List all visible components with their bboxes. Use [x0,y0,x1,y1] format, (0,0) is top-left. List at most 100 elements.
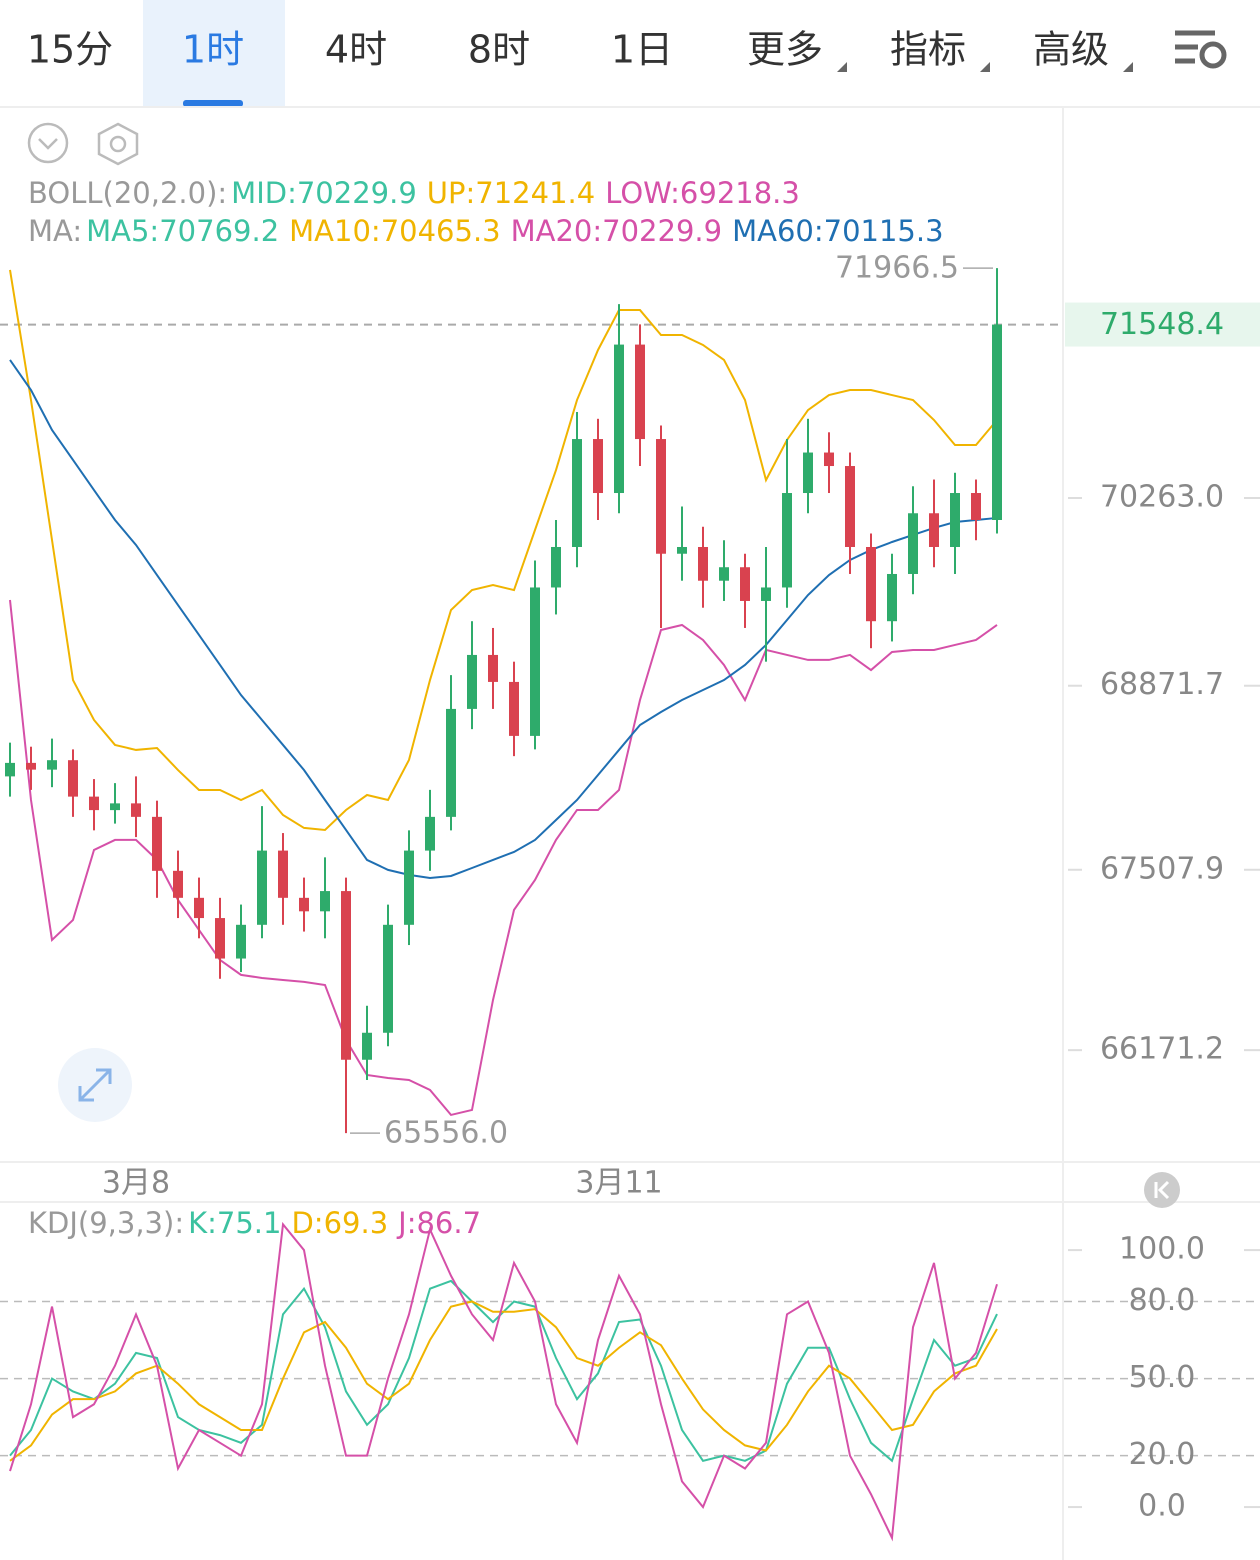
legend-value: 70465.3 [381,214,501,248]
y-tick-label: 67507.9 [1100,851,1224,886]
kdj-chart: 100.0 80.0 50.0 20.0 0.0 KDJ(9,3,3): K:75.1 D:6… [0,1206,1260,1542]
candle-body [236,924,246,959]
candle-body [551,546,561,588]
candle-body [299,897,309,912]
candle-body [740,567,750,601]
y-tick-label: 66171.2 [1100,1032,1224,1067]
settings-icon[interactable] [1175,30,1227,69]
candle-body [47,760,57,770]
scroll-end-icon [1154,1180,1170,1200]
indicator-legend: BOLL(20,2.0): MID:70229.9 UP:71241.4 LOW:69… [28,176,800,210]
last-price-tag [1065,302,1260,347]
y-tick-label: 80.0 [1129,1283,1196,1318]
main-chart: 70263.0 68871.7 67507.9 66171.2 71548.4 71966… [0,176,1260,1151]
kdj-legend: KDJ(9,3,3): K:75.1 D:69.3 J:86.7 [28,1206,481,1240]
legend-label: BOLL(20,2.0): [28,176,227,210]
x-tick-label: 3月8 [102,1166,170,1201]
toolbar: 15分 1时 4时 8时 1日 更多 指标 高级 [27,0,1133,107]
legend-name: MA60: [732,214,824,248]
y-tick-label: 0.0 [1138,1489,1186,1524]
legend-name: J: [396,1206,416,1240]
candle-body [992,324,1002,521]
legend-value: 69218.3 [680,176,800,210]
legend-value: 70229.9 [602,214,722,248]
dropdown-arrow [980,62,990,72]
tab[interactable]: 高级 [1033,28,1109,72]
legend-name: MA5: [86,214,159,248]
candle-body [656,439,666,554]
y-tick-label: 70263.0 [1100,480,1224,515]
max-label: 71966.5 [835,251,959,286]
candle-body [26,762,36,770]
candle-body [698,546,708,581]
legend-name: MA20: [511,214,603,248]
tab[interactable]: 指标 [890,28,966,72]
candle-body [383,924,393,1033]
legend-value: 86.7 [416,1206,481,1240]
candle-body [950,493,960,547]
indicator-legend: MA: MA5:70769.2 MA10:70465.3 MA20:70229.9 MA… [28,214,944,248]
tab[interactable]: 1日 [611,28,673,72]
legend-name: UP: [427,176,475,210]
collapse-button[interactable] [27,122,69,164]
candle-body [929,513,939,547]
candle-body [215,918,225,959]
candle-body [824,452,834,467]
legend-name: K: [188,1206,217,1240]
candle-body [278,850,288,898]
dropdown-arrow [837,62,847,72]
candle-body [257,850,267,925]
kdj-line [9,1221,998,1542]
tab[interactable]: 8时 [468,28,530,72]
candle-body [425,816,435,851]
legend-name: MID: [231,176,297,210]
tab[interactable]: 更多 [747,28,823,72]
tab-active-bg [143,0,285,107]
candle-body [362,1032,372,1060]
candle-body [152,816,162,871]
candle-body [509,681,519,736]
candle-body [5,762,15,777]
candle-body [404,850,414,925]
legend-label: KDJ(9,3,3): [28,1206,184,1240]
candle-body [446,708,456,817]
y-tick-label: 20.0 [1129,1437,1196,1472]
candle-body [572,439,582,547]
candle-body [131,803,141,817]
tab[interactable]: 4时 [325,28,387,72]
settings-button[interactable] [97,122,139,166]
tab[interactable]: 15分 [27,28,113,72]
chevron-icon [38,138,58,150]
legend-label: MA: [28,214,82,248]
candle-body [803,452,813,494]
y-tick-label: 68871.7 [1100,667,1224,702]
y-tick-label: 100.0 [1119,1232,1205,1267]
candle-body [593,439,603,494]
candle-body [719,567,729,581]
candle-body [782,493,792,588]
legend-value: 70769.2 [159,214,279,248]
min-label: 65556.0 [384,1116,508,1151]
candle-body [971,493,981,521]
candle-body [68,760,78,797]
candle-body [173,870,183,898]
legend-value: 70229.9 [297,176,417,210]
candle-body [467,654,477,709]
settings-icon [109,135,127,153]
candle-body [110,803,120,811]
candle-body [341,891,351,1060]
legend-name: MA10: [289,214,381,248]
candle-body [635,344,645,440]
candle-body [677,546,687,554]
tab[interactable]: 1时 [182,28,244,72]
indicator-line [9,359,998,879]
candle-body [761,587,771,601]
legend-value: 71241.4 [475,176,595,210]
candle-body [89,796,99,811]
expand-icon [78,1068,112,1102]
x-tick-label: 3月11 [575,1166,662,1201]
candle-body [530,587,540,736]
legend-value: 75.1 [217,1206,282,1240]
last-price-label: 71548.4 [1100,307,1224,342]
